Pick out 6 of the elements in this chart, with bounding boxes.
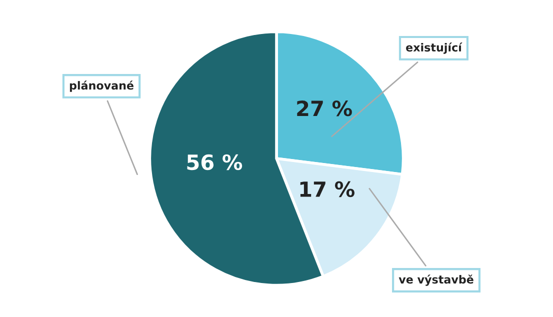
slice-label: existující	[406, 42, 462, 54]
data-label: 27 %	[297, 100, 352, 116]
slice-label: ve výstavbě	[398, 274, 474, 286]
data-label: 56 %	[187, 154, 242, 170]
data-label: 17 %	[300, 181, 354, 198]
slice-label: plánované	[70, 80, 134, 92]
